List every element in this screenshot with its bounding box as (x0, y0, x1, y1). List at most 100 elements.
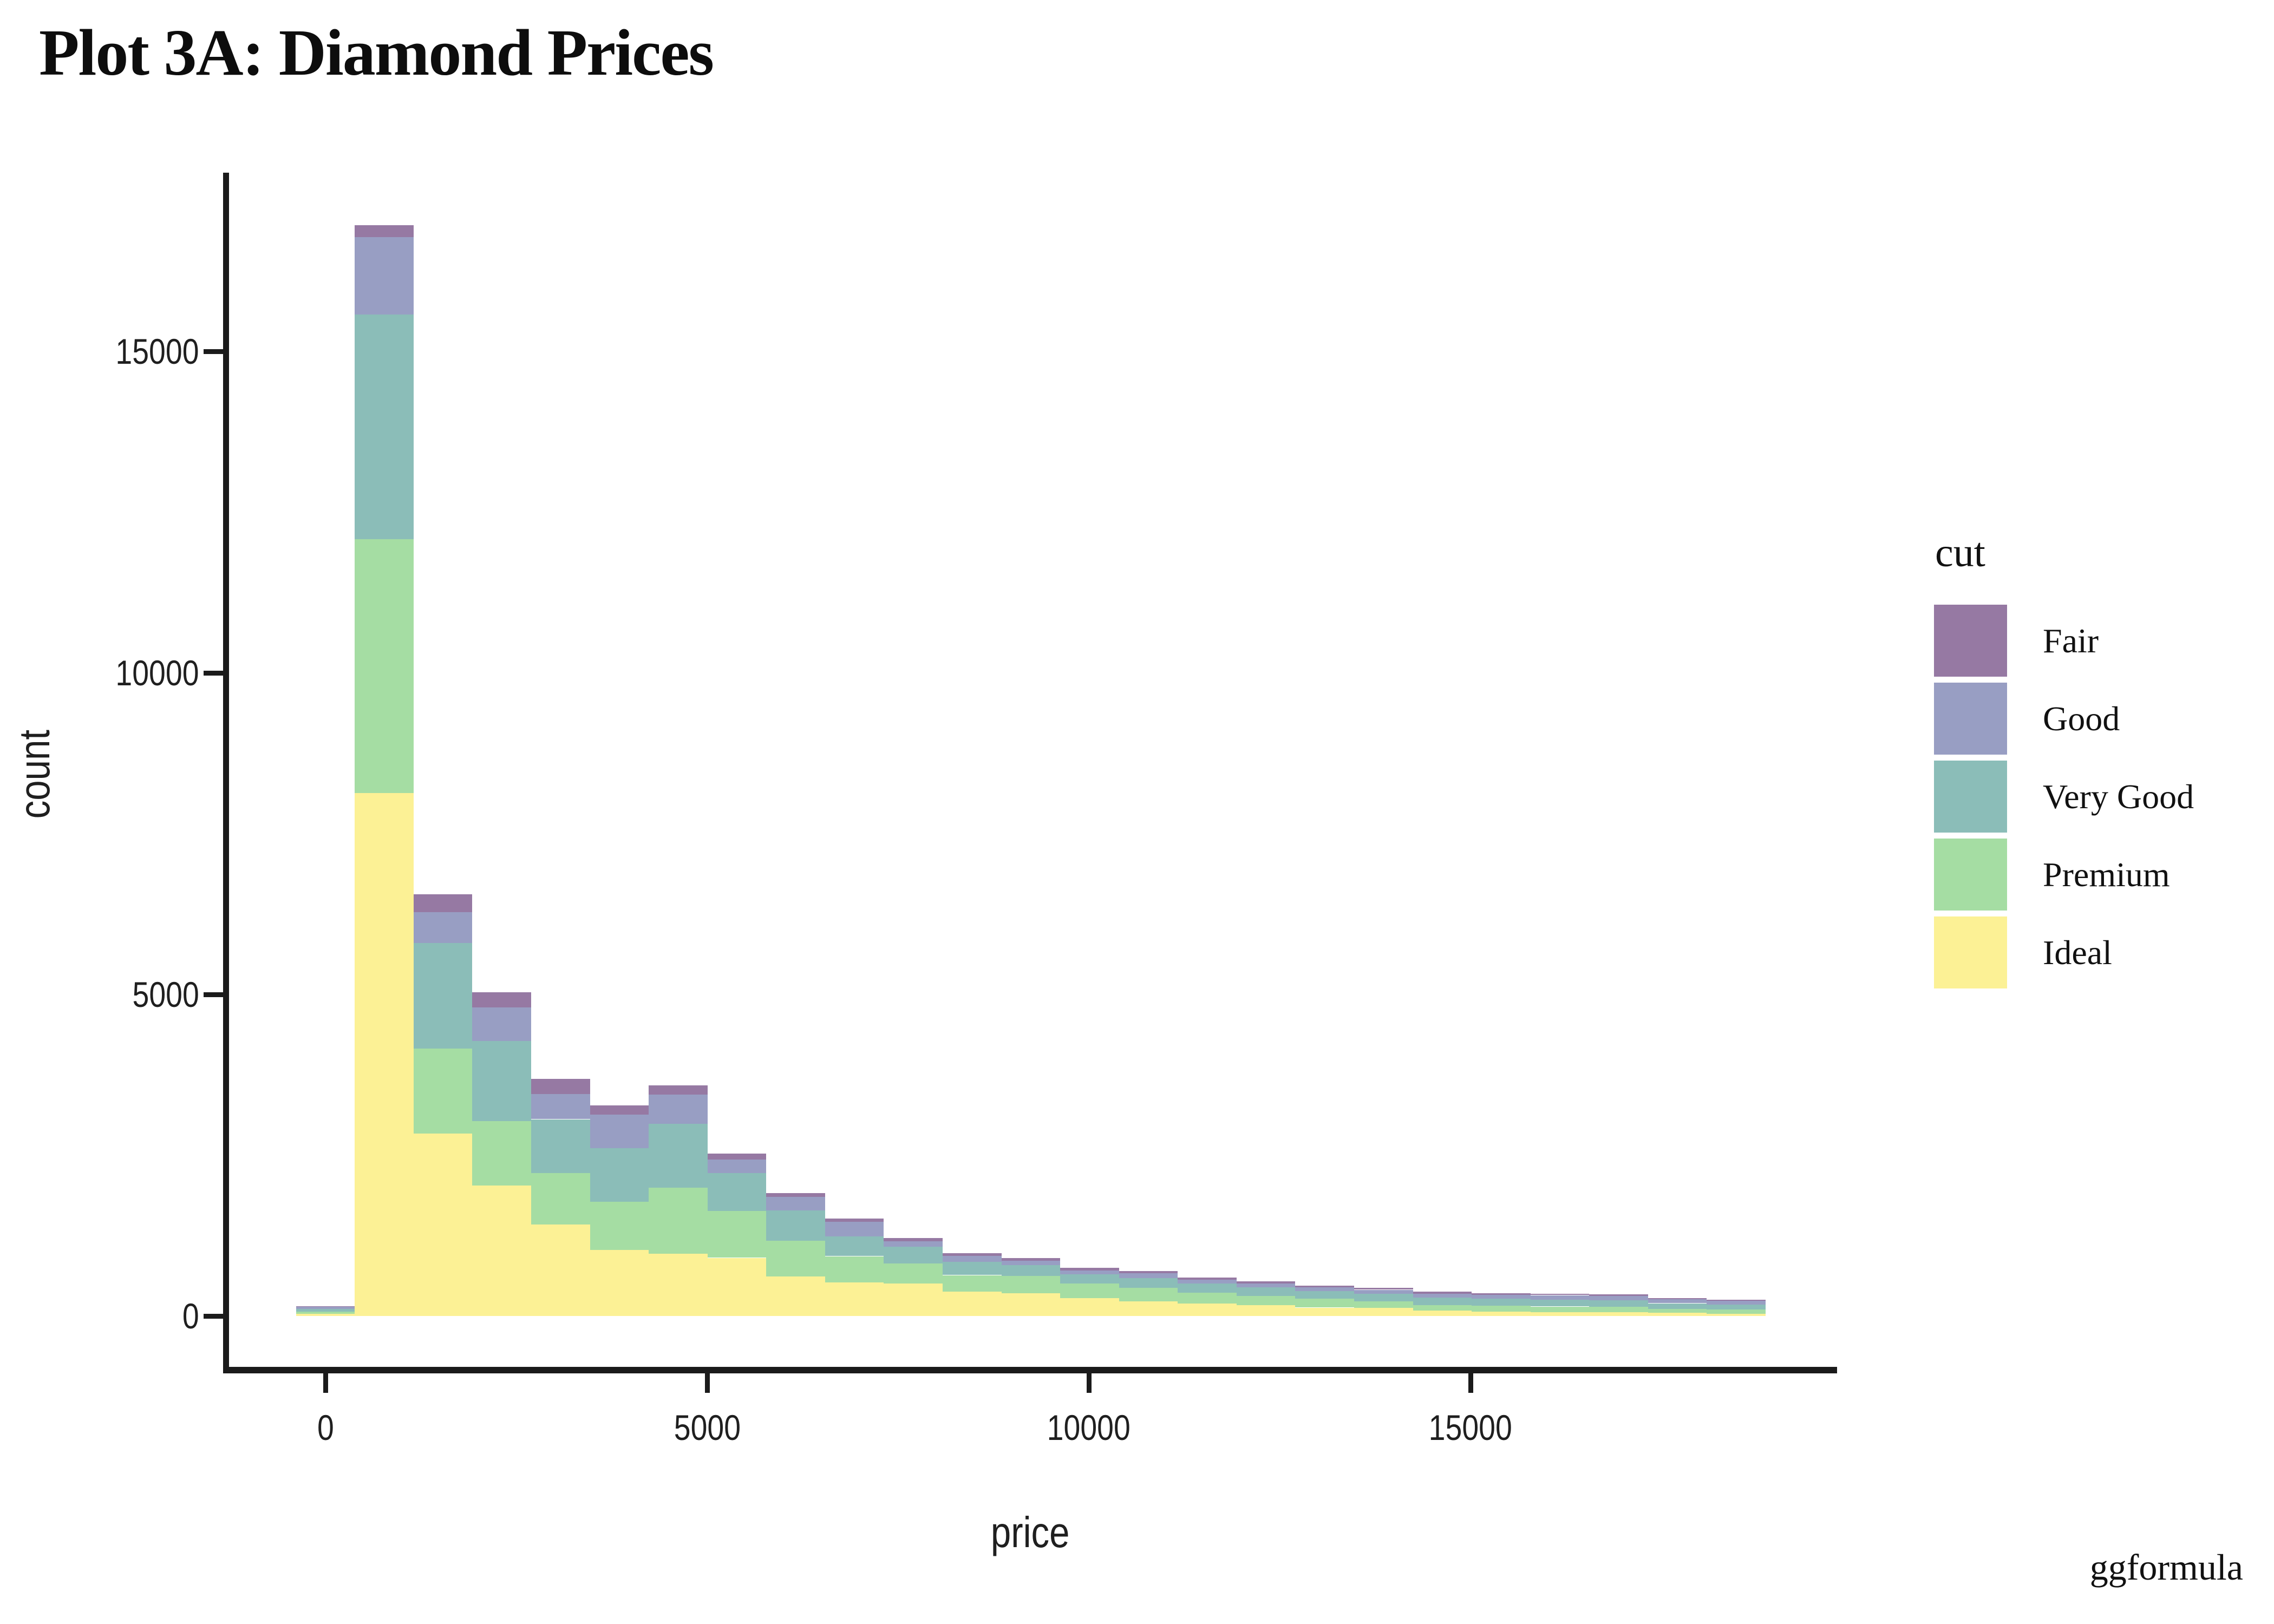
bar-segment-premium-bin1 (355, 539, 414, 794)
bar-segment-fair-bin13 (1060, 1267, 1119, 1271)
bar-segment-premium-bin16 (1236, 1296, 1296, 1306)
bar-segment-premium-bin0 (296, 1312, 355, 1314)
bar-segment-ideal-bin8 (766, 1276, 825, 1316)
bar-segment-very-good-bin3 (472, 1040, 531, 1121)
bar-segment-good-bin24 (1707, 1301, 1766, 1305)
legend-row-good: Good (1934, 683, 2270, 755)
y-tick-mark-15000 (204, 349, 223, 354)
legend-rows: Fair Good Very Good Premium Ideal (1934, 605, 2270, 988)
bar-segment-ideal-bin7 (707, 1258, 767, 1316)
bar-segment-premium-bin19 (1413, 1305, 1472, 1311)
bar-segment-fair-bin19 (1413, 1292, 1472, 1294)
x-tick-label-10000: 10000 (997, 1405, 1181, 1450)
bar-segment-ideal-bin5 (590, 1250, 649, 1316)
bar-segment-very-good-bin13 (1060, 1274, 1119, 1284)
bar-segment-good-bin19 (1413, 1293, 1472, 1298)
bar-segment-fair-bin16 (1236, 1281, 1296, 1284)
bar-segment-premium-bin5 (590, 1202, 649, 1250)
bar-segment-fair-bin6 (649, 1085, 708, 1095)
bar-segment-premium-bin10 (884, 1263, 943, 1284)
bar-segment-good-bin0 (296, 1306, 355, 1309)
y-axis-title: count (10, 666, 58, 882)
x-tick-text: 15000 (1428, 1407, 1513, 1448)
bar-segment-ideal-bin19 (1413, 1310, 1472, 1316)
legend-title: cut (1935, 530, 1985, 575)
bar-segment-ideal-bin17 (1295, 1307, 1354, 1316)
bar-segment-fair-bin1 (355, 225, 414, 237)
legend-swatch-very-good (1934, 761, 2007, 833)
bar-segment-very-good-bin19 (1413, 1298, 1472, 1305)
bar-segment-good-bin17 (1295, 1287, 1354, 1291)
bar-segment-good-bin10 (884, 1241, 943, 1247)
bar-segment-premium-bin13 (1060, 1284, 1119, 1298)
bar-segment-very-good-bin23 (1648, 1303, 1707, 1309)
y-tick-text: 10000 (115, 653, 199, 693)
bar-segment-fair-bin20 (1472, 1293, 1531, 1295)
bar-segment-very-good-bin5 (590, 1148, 649, 1202)
bar-segment-premium-bin3 (472, 1121, 531, 1186)
bar-segment-fair-bin14 (1119, 1271, 1178, 1274)
y-axis-line (223, 173, 229, 1373)
bar-segment-good-bin14 (1119, 1273, 1178, 1278)
bar-segment-premium-bin7 (707, 1211, 767, 1258)
bar-segment-good-bin4 (531, 1094, 590, 1119)
x-tick-label-15000: 15000 (1378, 1405, 1563, 1450)
bar-segment-ideal-bin4 (531, 1224, 590, 1316)
legend-swatch-ideal (1934, 916, 2007, 988)
x-tick-mark-10000 (1086, 1373, 1092, 1393)
bar-segment-very-good-bin20 (1472, 1299, 1531, 1306)
y-tick-mark-0 (204, 1313, 223, 1319)
bar-segment-premium-bin20 (1472, 1306, 1531, 1312)
x-tick-label-5000: 5000 (615, 1405, 799, 1450)
bar-segment-fair-bin15 (1178, 1278, 1237, 1280)
bar-segment-premium-bin21 (1530, 1306, 1590, 1312)
bar-segment-ideal-bin15 (1178, 1303, 1237, 1316)
bar-segment-very-good-bin17 (1295, 1291, 1354, 1299)
bar-segment-ideal-bin1 (355, 793, 414, 1316)
bar-segment-good-bin20 (1472, 1294, 1531, 1299)
legend: cut Fair Good Very Good Premium Ideal (1934, 529, 2270, 994)
y-tick-text: 15000 (115, 331, 199, 371)
x-axis-line (223, 1367, 1837, 1373)
y-tick-text: 0 (182, 1296, 199, 1336)
bar-segment-good-bin5 (590, 1115, 649, 1148)
y-tick-label-5000: 5000 (15, 972, 199, 1017)
bar-segment-ideal-bin13 (1060, 1298, 1119, 1316)
legend-row-very-good: Very Good (1934, 761, 2270, 833)
legend-swatch-good (1934, 683, 2007, 755)
bar-segment-good-bin11 (943, 1255, 1002, 1262)
bar-segment-ideal-bin0 (296, 1313, 355, 1316)
bar-segment-fair-bin23 (1648, 1298, 1707, 1299)
bar-segment-premium-bin17 (1295, 1298, 1354, 1308)
bar-segment-good-bin15 (1178, 1279, 1237, 1284)
bar-segment-very-good-bin15 (1178, 1284, 1237, 1293)
bar-segment-premium-bin23 (1648, 1308, 1707, 1313)
bar-segment-very-good-bin12 (1001, 1265, 1061, 1276)
bar-segment-ideal-bin16 (1236, 1305, 1296, 1316)
y-axis-title-text: count (10, 729, 58, 819)
bar-segment-good-bin23 (1648, 1299, 1707, 1304)
bar-segment-good-bin2 (413, 912, 473, 943)
bar-segment-premium-bin18 (1354, 1301, 1413, 1308)
bar-segment-premium-bin8 (766, 1241, 825, 1276)
legend-label: Fair (2043, 621, 2099, 660)
bar-segment-good-bin16 (1236, 1283, 1296, 1287)
x-axis-title-text: price (991, 1508, 1070, 1556)
bar-segment-good-bin22 (1589, 1296, 1648, 1300)
bar-segment-good-bin7 (707, 1160, 767, 1174)
bar-segment-very-good-bin2 (413, 943, 473, 1049)
legend-row-premium: Premium (1934, 839, 2270, 911)
bar-segment-ideal-bin22 (1589, 1312, 1648, 1316)
bar-segment-very-good-bin10 (884, 1247, 943, 1264)
bar-segment-fair-bin21 (1530, 1294, 1590, 1295)
bar-segment-fair-bin11 (943, 1253, 1002, 1256)
bar-segment-ideal-bin11 (943, 1292, 1002, 1316)
x-tick-mark-5000 (704, 1373, 710, 1393)
bar-segment-very-good-bin21 (1530, 1299, 1590, 1307)
x-tick-mark-0 (323, 1373, 328, 1393)
bar-segment-premium-bin24 (1707, 1309, 1766, 1314)
legend-label: Good (2043, 699, 2120, 738)
bar-segment-ideal-bin3 (472, 1185, 531, 1316)
bar-segment-fair-bin22 (1589, 1294, 1648, 1296)
